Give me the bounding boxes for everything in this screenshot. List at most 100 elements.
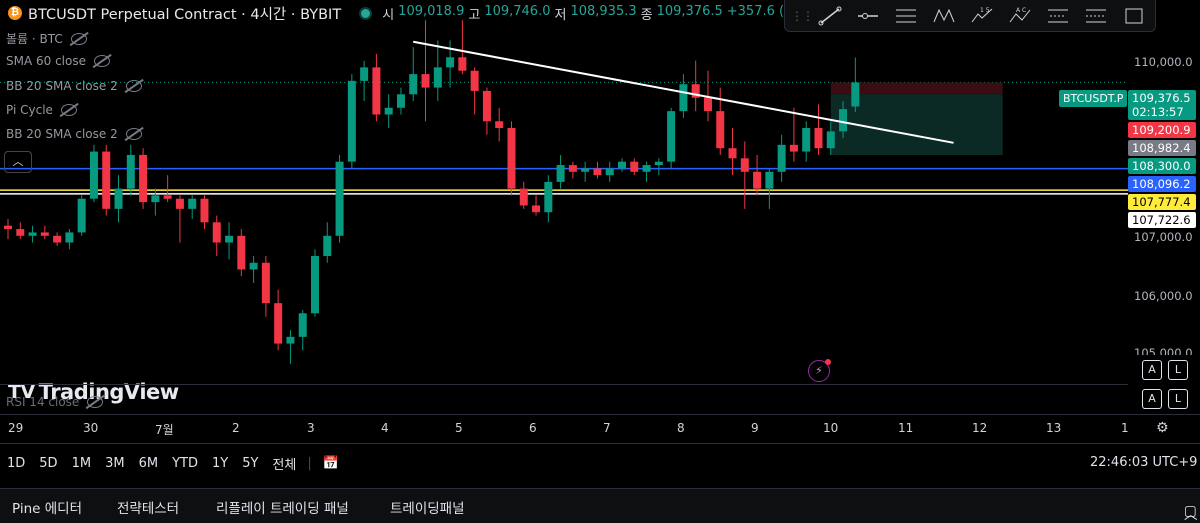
timeframe-all[interactable]: 전체 [272,457,297,473]
candle-body [249,262,258,270]
chevron-up-icon[interactable]: ︿ [1184,507,1198,523]
chart-settings-icon[interactable]: ⚙ [1156,420,1169,436]
candle-body [851,82,860,107]
candle-body [139,154,148,203]
date-range-icon[interactable] [1043,4,1073,28]
symbol-title[interactable]: BTCUSDT Perpetual Contract · 4시간 · BYBIT [28,6,342,23]
time-tick: 12 [972,421,988,435]
price-tag: 108,982.4 [1128,140,1196,156]
indicator-volume[interactable]: 볼륨 · BTC [6,30,87,47]
xabcd-pattern-icon[interactable] [929,4,959,28]
candlestick-chart[interactable] [0,0,1200,440]
trend-line [413,40,954,144]
indicator-rsi[interactable]: RSI 14 close [6,395,104,409]
log-scale-button-rsi[interactable]: L [1168,389,1188,409]
candle-body [605,168,614,176]
time-tick: 8 [677,421,685,435]
drawing-toolbar: ⋮⋮ 1 5 A C [784,0,1156,32]
alert-bolt-icon[interactable]: ⚡ [808,359,831,382]
candle-body [519,188,528,206]
auto-scale-button-rsi[interactable]: A [1142,389,1162,409]
candle-body [753,171,762,189]
timeframe-1m[interactable]: 1M [71,455,92,471]
candle-body [261,262,270,304]
eye-hidden-icon[interactable] [94,55,110,67]
tab-pine-editor[interactable]: Pine 에디터 [12,501,83,517]
candle-body [789,144,798,152]
candle-body [347,80,356,162]
price-tag: 107,722.6 [1128,212,1196,228]
indicator-bb-1[interactable]: BB 20 SMA close 2 [6,79,142,93]
candle-body [126,154,135,189]
candle-body [200,198,209,223]
candle-body [409,74,418,95]
candle-body [188,198,197,209]
timeframe-3m[interactable]: 3M [105,455,125,471]
eye-hidden-icon[interactable] [60,104,77,116]
candle-body [274,303,283,344]
time-tick: 13 [1046,421,1062,435]
candle-body [102,151,111,209]
candle-body [311,256,319,314]
price-tag: 107,777.4 [1128,194,1196,210]
time-tick: 7 [603,421,611,435]
bar-countdown: 02:13:57 [1132,105,1184,119]
divider: | [307,455,312,471]
rectangle-icon[interactable] [1119,4,1149,28]
tab-replay-trading[interactable]: 리플레이 트레이딩 패널 [216,501,349,517]
collapse-indicators-button[interactable]: ︿ [4,151,32,173]
candle-body [237,235,246,270]
timeframe-5d[interactable]: 5D [39,455,58,471]
candle-body [151,195,160,203]
candle-body [593,168,602,176]
candle-body [225,235,234,243]
candle-body [470,70,479,91]
timeframe-1d[interactable]: 1D [7,455,26,471]
svg-text:A C: A C [1016,7,1026,14]
parallel-channel-icon[interactable] [891,4,921,28]
candle-body [814,128,823,149]
candle-body [114,188,123,209]
drag-handle-icon[interactable]: ⋮⋮ [791,8,814,23]
clock[interactable]: 22:46:03 UTC+9 [1090,455,1198,470]
tab-trading-panel[interactable]: 트레이딩패널 [390,501,465,517]
elliott-wave-icon[interactable]: 1 5 [967,4,997,28]
auto-scale-button[interactable]: A [1142,360,1162,380]
eye-hidden-icon[interactable] [125,80,142,92]
time-tick: 10 [823,421,839,435]
time-tick: 9 [751,421,759,435]
timeframe-5y[interactable]: 5Y [242,455,259,471]
price-tag: 109,200.9 [1128,122,1196,138]
eye-hidden-icon[interactable] [70,32,87,45]
indicator-pi-cycle[interactable]: Pi Cycle [6,103,77,117]
maximize-icon[interactable]: ▢ [1184,503,1197,519]
timeframe-1y[interactable]: 1Y [211,455,229,471]
time-tick: 1 [1121,421,1129,435]
horizontal-ray-icon[interactable] [853,4,883,28]
go-to-date-icon[interactable]: 📅 [322,455,339,471]
pane-divider[interactable] [0,384,1128,385]
candle-body [618,161,626,169]
candle-body [421,74,430,88]
trend-line-icon[interactable] [815,4,845,28]
candle-body [544,181,553,213]
log-scale-button[interactable]: L [1168,360,1188,380]
candle-body [298,313,307,337]
candle-body [556,165,565,182]
candle-body [716,111,725,149]
eye-hidden-icon[interactable] [125,128,142,140]
time-tick: 30 [83,421,99,435]
time-tick: 5 [455,421,463,435]
timeframe-ytd[interactable]: YTD [172,455,198,471]
candle-body [826,131,835,149]
abcd-pattern-icon[interactable]: A C [1005,4,1035,28]
eye-hidden-icon[interactable] [87,396,104,408]
indicator-bb-2[interactable]: BB 20 SMA close 2 [6,127,142,141]
tab-strategy-tester[interactable]: 전략테스터 [117,501,180,517]
fib-retracement-icon[interactable] [1081,4,1111,28]
indicator-sma[interactable]: SMA 60 close [6,54,110,68]
candle-body [532,205,541,213]
candle-body [458,57,467,71]
timeframe-6m[interactable]: 6M [138,455,159,471]
candle-body [396,94,405,108]
